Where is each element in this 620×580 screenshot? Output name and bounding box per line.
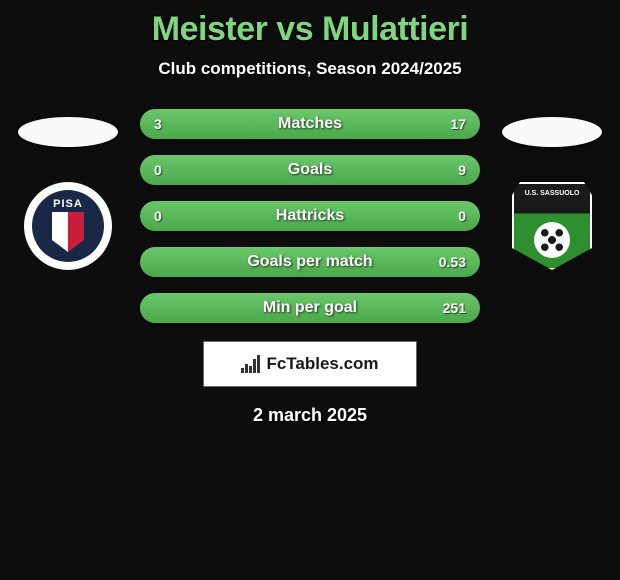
page-title: Meister vs Mulattieri: [152, 10, 468, 49]
main-row: PISA 3 Matches 17 0 Goals 9 0 Hattricks …: [0, 109, 620, 323]
pisa-badge-text: PISA: [53, 198, 83, 210]
chart-bars-icon: [241, 355, 260, 373]
stat-right-value: 17: [450, 116, 466, 132]
stat-row-goals-per-match: Goals per match 0.53: [140, 247, 480, 277]
player-ellipse-right: [502, 117, 602, 147]
stat-row-hattricks: 0 Hattricks 0: [140, 201, 480, 231]
right-column: U.S. SASSUOLO: [492, 109, 612, 270]
stat-label: Matches: [278, 115, 342, 133]
stat-left-value: 3: [154, 116, 162, 132]
sassuolo-badge-icon: U.S. SASSUOLO: [508, 182, 596, 270]
left-column: PISA: [8, 109, 128, 270]
stat-left-value: 0: [154, 208, 162, 224]
stat-row-min-per-goal: Min per goal 251: [140, 293, 480, 323]
brand-logo-box: FcTables.com: [203, 341, 417, 387]
stat-label: Goals per match: [247, 253, 372, 271]
stat-right-value: 9: [458, 162, 466, 178]
stat-label: Hattricks: [276, 207, 344, 225]
stat-label: Goals: [288, 161, 332, 179]
stat-right-value: 251: [443, 300, 466, 316]
player-ellipse-left: [18, 117, 118, 147]
stat-row-matches: 3 Matches 17: [140, 109, 480, 139]
soccer-ball-icon: [534, 222, 570, 258]
stat-row-goals: 0 Goals 9: [140, 155, 480, 185]
sassuolo-badge-text: U.S. SASSUOLO: [525, 190, 580, 197]
stats-column: 3 Matches 17 0 Goals 9 0 Hattricks 0 Goa…: [140, 109, 480, 323]
stat-label: Min per goal: [263, 299, 357, 317]
date-text: 2 march 2025: [253, 405, 367, 426]
stat-right-value: 0.53: [439, 254, 466, 270]
pisa-badge-icon: PISA: [24, 182, 112, 270]
page-subtitle: Club competitions, Season 2024/2025: [158, 59, 461, 79]
pisa-badge-inner: PISA: [32, 190, 104, 262]
comparison-card: Meister vs Mulattieri Club competitions,…: [0, 0, 620, 426]
pisa-shield-icon: [52, 212, 84, 252]
brand-text: FcTables.com: [266, 354, 378, 374]
stat-right-value: 0: [458, 208, 466, 224]
stat-left-value: 0: [154, 162, 162, 178]
sassuolo-shield-icon: U.S. SASSUOLO: [512, 182, 592, 270]
